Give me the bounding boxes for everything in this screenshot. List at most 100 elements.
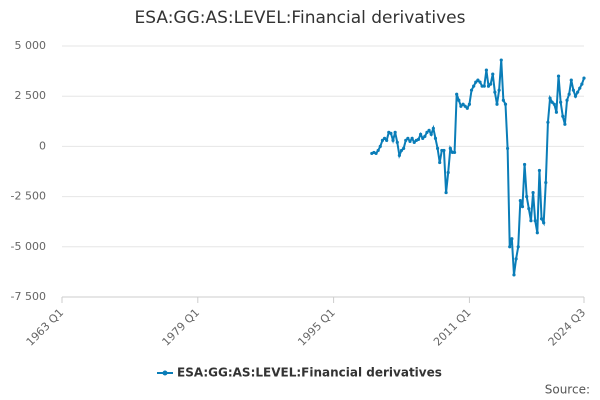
data-point bbox=[382, 136, 387, 140]
data-point bbox=[559, 100, 563, 104]
y-tick-label: 0 bbox=[39, 139, 46, 152]
data-point bbox=[561, 114, 565, 118]
y-tick-label: -2 500 bbox=[11, 190, 46, 203]
data-point bbox=[484, 68, 488, 72]
data-point bbox=[510, 237, 514, 241]
data-point bbox=[380, 138, 385, 142]
data-point bbox=[474, 80, 478, 84]
data-point bbox=[425, 130, 429, 134]
data-point bbox=[423, 134, 427, 138]
data-point bbox=[376, 148, 380, 153]
data-point bbox=[546, 120, 550, 124]
data-point bbox=[542, 221, 546, 225]
data-point bbox=[506, 146, 510, 151]
data-point bbox=[406, 136, 410, 140]
data-point bbox=[455, 92, 459, 96]
data-point bbox=[408, 139, 412, 143]
data-point bbox=[565, 98, 569, 102]
x-tick-label: 1995 Q1 bbox=[295, 306, 338, 349]
data-point bbox=[435, 146, 440, 151]
data-point bbox=[529, 219, 533, 223]
data-point bbox=[499, 58, 503, 62]
data-point bbox=[444, 190, 448, 195]
data-point bbox=[514, 257, 518, 261]
data-point bbox=[573, 94, 578, 98]
data-point bbox=[495, 102, 499, 106]
data-point bbox=[397, 153, 401, 158]
data-point bbox=[544, 180, 548, 185]
data-point bbox=[419, 132, 423, 136]
y-tick-label: 5 000 bbox=[15, 39, 47, 52]
data-point bbox=[478, 80, 482, 84]
data-point bbox=[442, 148, 446, 153]
data-point bbox=[516, 245, 520, 249]
data-point bbox=[582, 76, 586, 80]
data-point bbox=[446, 170, 450, 175]
data-point bbox=[518, 199, 522, 203]
y-tick-label: -7 500 bbox=[11, 290, 46, 303]
data-point bbox=[395, 140, 399, 144]
chart-title: ESA:GG:AS:LEVEL:Financial derivatives bbox=[135, 8, 466, 28]
data-point bbox=[489, 82, 493, 86]
data-point bbox=[472, 84, 476, 88]
data-point bbox=[527, 207, 531, 211]
y-tick-label: 2 500 bbox=[15, 89, 47, 102]
x-tick-label: 2011 Q1 bbox=[431, 306, 474, 349]
data-point bbox=[457, 98, 461, 102]
data-point bbox=[452, 150, 457, 155]
data-point bbox=[389, 131, 393, 135]
x-tick-label: 2024 Q3 bbox=[546, 306, 589, 349]
data-point bbox=[554, 110, 559, 114]
data-point bbox=[497, 88, 501, 92]
data-point bbox=[461, 102, 465, 106]
legend-marker bbox=[162, 370, 168, 376]
data-point bbox=[501, 98, 505, 102]
data-point bbox=[393, 130, 397, 134]
data-point bbox=[576, 90, 580, 94]
data-point bbox=[438, 160, 442, 165]
data-point bbox=[469, 88, 474, 92]
data-point bbox=[531, 190, 535, 195]
data-point bbox=[486, 84, 491, 88]
data-point bbox=[503, 102, 508, 106]
series-line bbox=[371, 59, 585, 276]
data-point bbox=[431, 126, 435, 130]
data-point bbox=[512, 273, 516, 277]
data-point bbox=[578, 86, 582, 90]
data-point bbox=[482, 84, 486, 88]
data-point bbox=[391, 138, 395, 142]
data-point bbox=[552, 102, 556, 106]
data-point bbox=[448, 146, 452, 151]
data-point bbox=[404, 138, 408, 142]
data-point bbox=[378, 144, 382, 148]
data-point bbox=[459, 104, 463, 108]
data-point bbox=[427, 128, 431, 132]
data-point bbox=[548, 96, 552, 100]
data-point bbox=[522, 162, 527, 167]
data-point bbox=[421, 136, 425, 140]
data-point bbox=[535, 231, 539, 235]
data-point bbox=[416, 137, 421, 141]
data-point bbox=[433, 136, 438, 140]
data-point bbox=[571, 88, 575, 92]
data-point bbox=[399, 148, 404, 153]
data-point bbox=[410, 136, 414, 140]
data-point bbox=[412, 140, 416, 144]
data-point bbox=[520, 205, 525, 209]
data-point bbox=[580, 82, 584, 86]
data-point bbox=[567, 92, 571, 96]
data-point bbox=[525, 195, 529, 199]
source: Source: bbox=[545, 383, 590, 397]
data-point bbox=[385, 138, 389, 142]
data-point bbox=[463, 104, 467, 108]
data-point bbox=[374, 151, 378, 156]
data-point bbox=[556, 74, 561, 78]
data-point bbox=[402, 146, 406, 151]
data-point bbox=[569, 78, 573, 82]
data-point bbox=[533, 219, 537, 223]
legend-label: ESA:GG:AS:LEVEL:Financial derivatives bbox=[177, 366, 442, 380]
y-tick-label: -5 000 bbox=[11, 240, 46, 253]
data-point bbox=[429, 132, 433, 136]
data-point bbox=[467, 102, 472, 106]
